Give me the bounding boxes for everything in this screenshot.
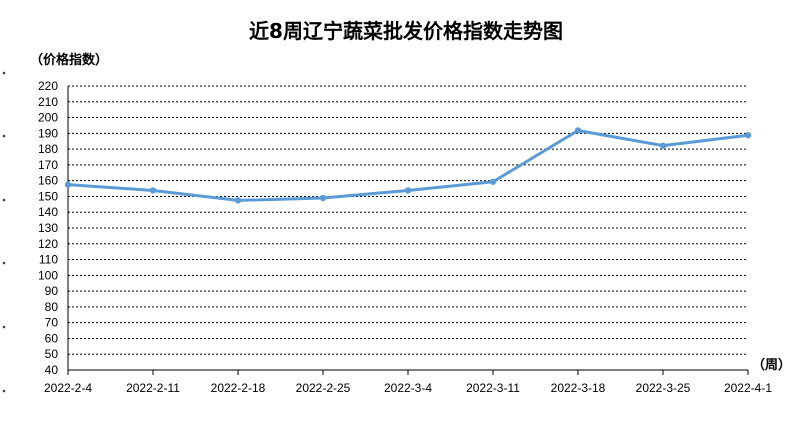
x-tick-label: 2022-3-25: [636, 381, 691, 395]
y-tick-label: 210: [38, 95, 58, 109]
y-tick-label: 150: [38, 189, 58, 203]
x-tick-label: 2022-4-1: [724, 381, 772, 395]
y-tick-label: 180: [38, 142, 58, 156]
margin-dot: [2, 389, 6, 393]
y-tick-label: 120: [38, 237, 58, 251]
y-tick-label: 140: [38, 205, 58, 219]
margin-dot: [2, 198, 6, 202]
margin-dots: [2, 71, 6, 393]
data-point: [489, 178, 497, 185]
data-point: [234, 197, 242, 204]
y-tick-label: 190: [38, 126, 58, 140]
x-tick-label: 2022-3-4: [384, 381, 432, 395]
y-tick-label: 110: [39, 253, 58, 267]
data-point: [64, 181, 72, 188]
series-group: [64, 127, 752, 204]
x-tick-label: 2022-3-11: [466, 381, 520, 395]
margin-dot: [2, 261, 6, 265]
y-tick-label: 40: [45, 363, 59, 377]
y-tick-label: 160: [38, 174, 58, 188]
axes: [67, 86, 749, 375]
gridlines: [68, 85, 748, 355]
y-tick-label: 200: [38, 111, 58, 125]
x-tick-label: 2022-3-18: [551, 381, 606, 395]
x-tick-label: 2022-2-4: [44, 381, 92, 395]
x-tick-label: 2022-2-25: [296, 381, 351, 395]
y-tick-label: 220: [38, 79, 58, 93]
y-tick-label: 70: [45, 316, 59, 330]
margin-dot: [2, 325, 6, 329]
x-tick-labels: 2022-2-4 2022-2-11 2022-2-18 2022-2-25 2022-…: [44, 381, 772, 395]
chart-title: 近8周辽宁蔬菜批发价格指数走势图: [249, 19, 563, 43]
x-tick-label: 2022-2-11: [126, 381, 180, 395]
data-point: [404, 187, 412, 194]
x-axis-label: （周）: [752, 357, 791, 373]
y-tick-label: 130: [38, 221, 58, 235]
data-point: [319, 194, 327, 202]
y-tick-label: 100: [38, 268, 58, 282]
y-tick-label: 50: [45, 347, 59, 361]
data-point: [744, 132, 752, 139]
x-tick-label: 2022-2-18: [211, 381, 266, 395]
data-point: [659, 142, 667, 149]
y-tick-label: 90: [45, 284, 59, 298]
margin-dot: [2, 71, 6, 75]
y-tick-label: 170: [38, 158, 58, 172]
margin-dot: [2, 134, 6, 138]
y-axis-label: （价格指数）: [30, 52, 108, 68]
y-tick-label: 60: [45, 331, 59, 345]
data-point: [574, 127, 582, 134]
y-tick-label: 80: [45, 300, 59, 314]
data-point: [149, 187, 157, 194]
